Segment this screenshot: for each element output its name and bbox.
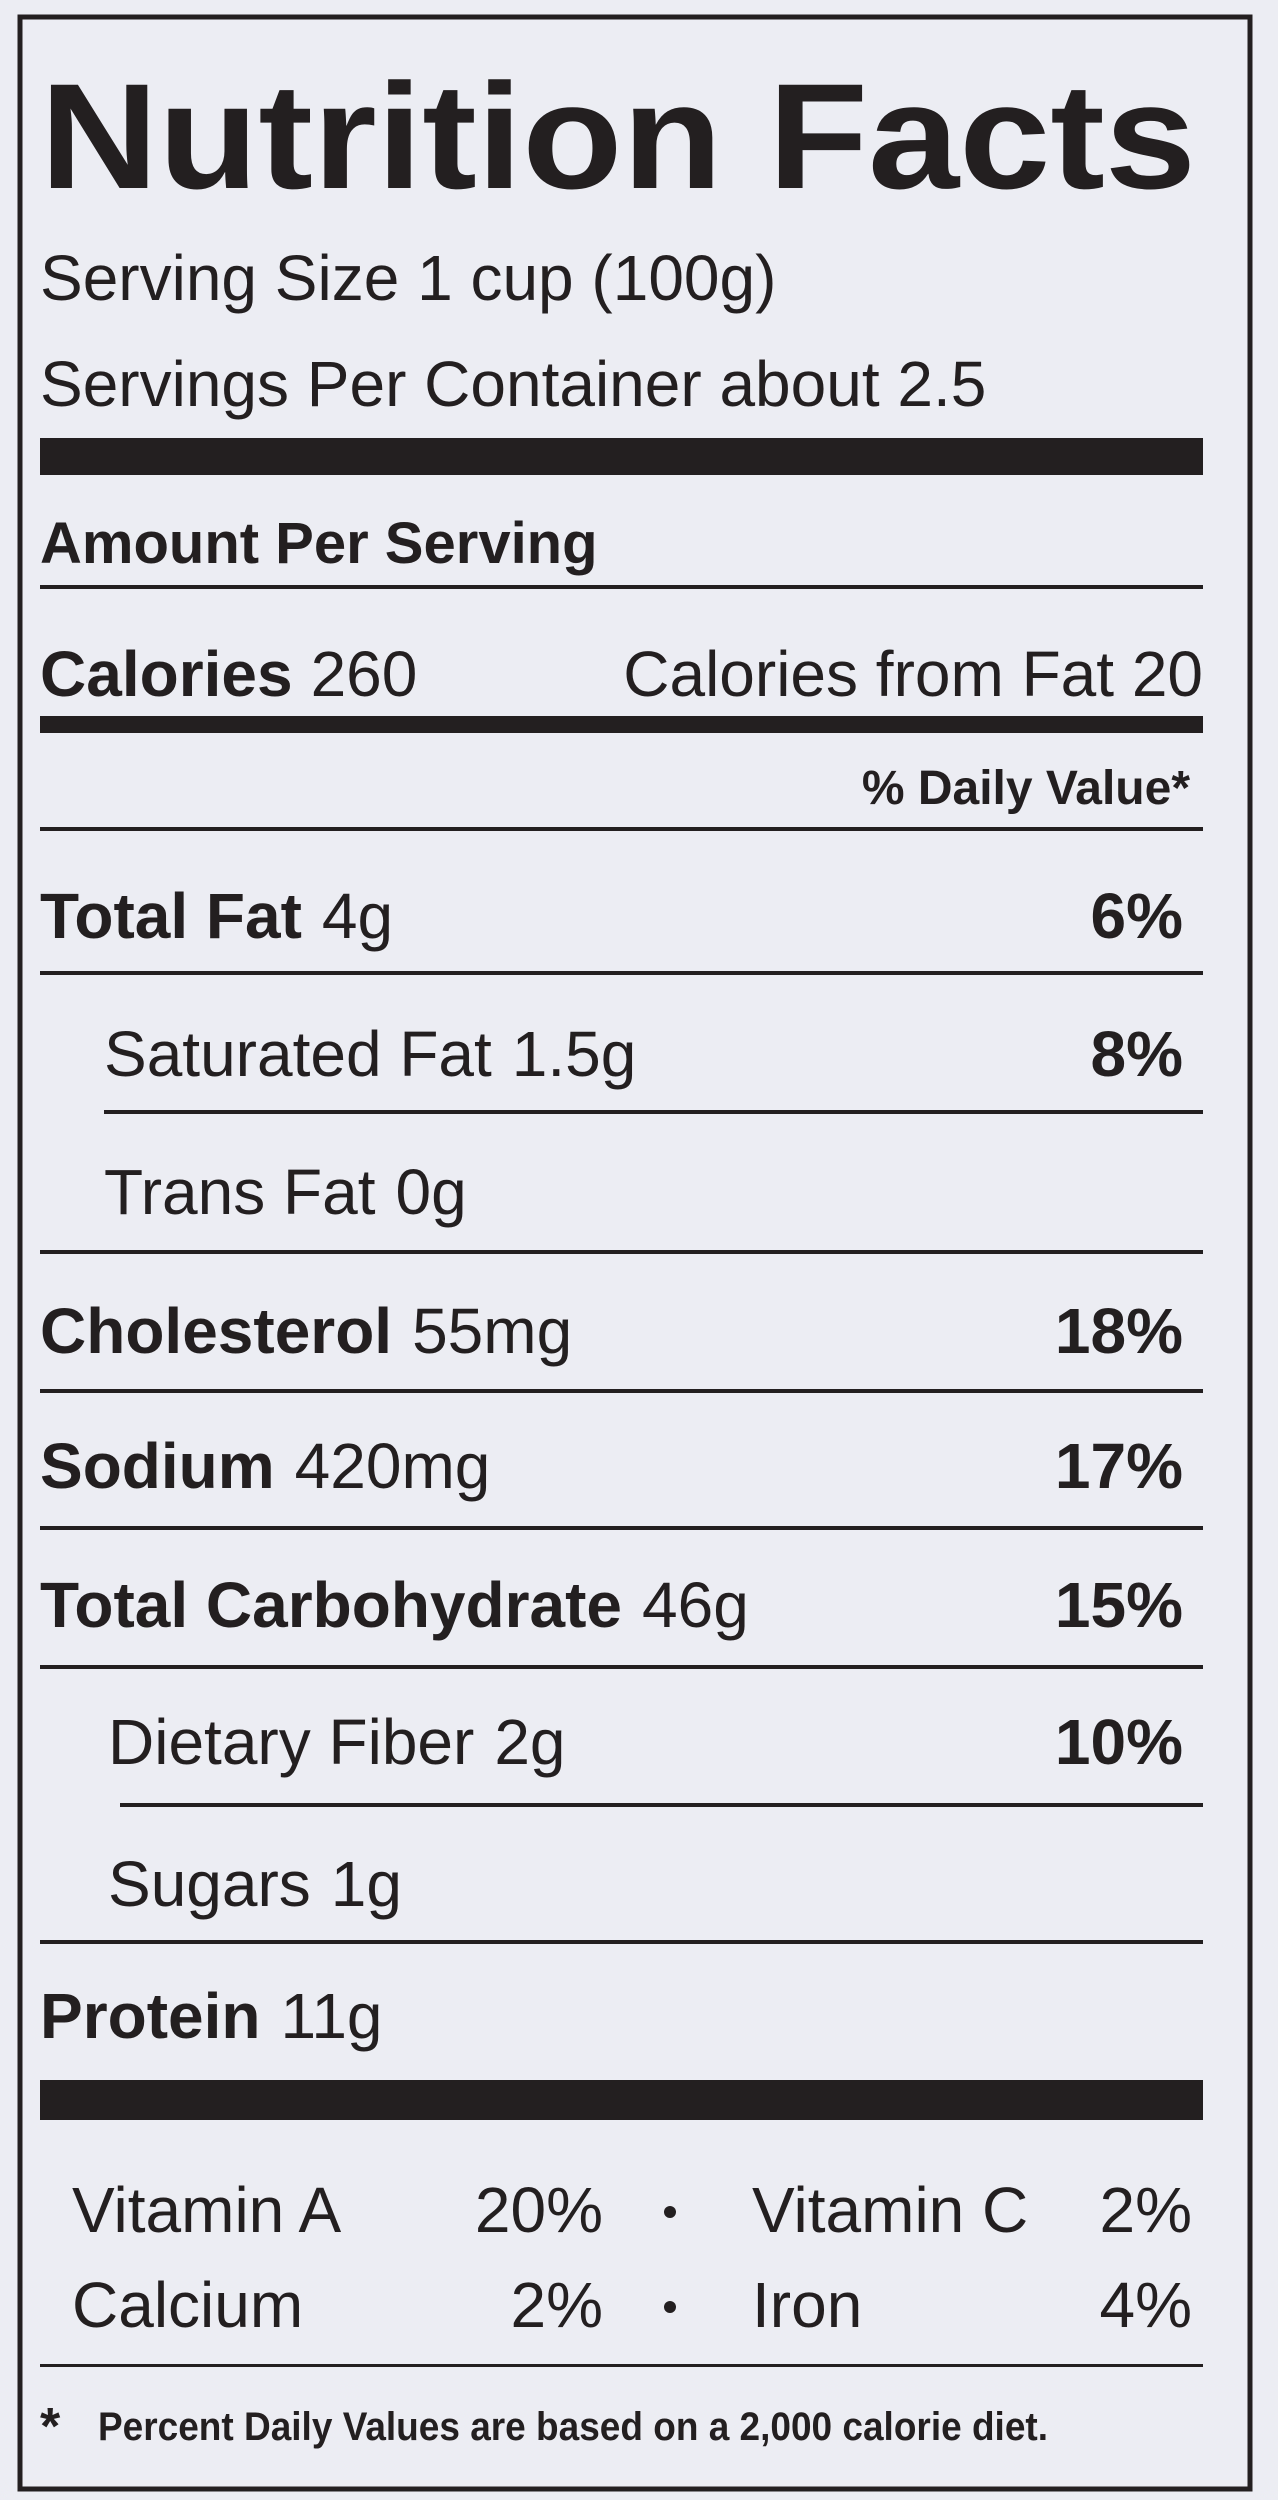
nutrient-name: Total Fat <box>40 880 302 952</box>
daily-value: 6% <box>1091 880 1184 952</box>
nutrient-row: Total Fat 4g <box>40 880 393 952</box>
bullet <box>664 2301 676 2313</box>
vitamin-value: 4% <box>1100 2269 1193 2341</box>
rule <box>40 1940 1203 1944</box>
nutrient-amount: 11g <box>280 1980 382 2052</box>
daily-value: 15% <box>1055 1569 1183 1641</box>
nutrient-row: Total Carbohydrate 46g <box>40 1569 749 1641</box>
calories-value: 260 <box>311 638 418 710</box>
nutrient-row: Sugars 1g <box>108 1848 402 1920</box>
rule <box>40 1389 1203 1393</box>
daily-value: 10% <box>1055 1706 1183 1778</box>
calories-label: Calories <box>40 638 293 710</box>
calories-row: Calories 260 <box>40 638 417 710</box>
vitamin-name: Vitamin C <box>752 2174 1028 2246</box>
thick-rule <box>40 438 1203 475</box>
nutrient-row: Protein 11g <box>40 1980 383 2052</box>
nutrient-name: Sugars <box>108 1848 311 1920</box>
footnote: Percent Daily Values are based on a 2,00… <box>98 2405 1048 2449</box>
rule <box>40 1665 1203 1669</box>
rule <box>40 585 1203 589</box>
nutrient-name: Sodium <box>40 1430 275 1502</box>
daily-value-header: % Daily Value* <box>862 762 1190 815</box>
nutrient-amount: 4g <box>322 880 393 952</box>
thick-rule <box>40 2080 1203 2120</box>
nutrient-name: Dietary Fiber <box>108 1706 474 1778</box>
nutrient-row: Dietary Fiber 2g <box>108 1706 566 1778</box>
rule <box>40 2364 1203 2367</box>
title: Nutrition Facts <box>40 52 1196 220</box>
rule <box>40 1526 1203 1530</box>
nutrient-row: Cholesterol 55mg <box>40 1295 572 1367</box>
vitamin-value: 2% <box>511 2269 604 2341</box>
nutrient-name: Protein <box>40 1980 260 2052</box>
footnote-marker: * <box>40 2398 61 2456</box>
amount-per-serving: Amount Per Serving <box>40 511 598 576</box>
nutrient-row: Trans Fat 0g <box>104 1156 467 1228</box>
nutrient-row: Saturated Fat 1.5g <box>104 1018 636 1090</box>
daily-value: 8% <box>1091 1018 1184 1090</box>
vitamin-value: 20% <box>475 2174 603 2246</box>
servings-per-container: Servings Per Container about 2.5 <box>40 348 986 420</box>
daily-value: 18% <box>1055 1295 1183 1367</box>
rule <box>40 971 1203 975</box>
rule <box>120 1803 1203 1807</box>
nutrient-amount: 1.5g <box>512 1018 637 1090</box>
nutrient-amount: 1g <box>331 1848 402 1920</box>
vitamin-value: 2% <box>1100 2174 1193 2246</box>
label-border <box>17 14 1253 2492</box>
rule <box>104 1110 1203 1114</box>
nutrient-amount: 420mg <box>295 1430 491 1502</box>
vitamin-name: Iron <box>752 2269 862 2341</box>
nutrient-amount: 55mg <box>412 1295 572 1367</box>
nutrient-name: Trans Fat <box>104 1156 376 1228</box>
daily-value: 17% <box>1055 1430 1183 1502</box>
medium-rule <box>40 716 1203 733</box>
rule <box>40 1250 1203 1254</box>
nutrient-amount: 46g <box>642 1569 749 1641</box>
serving-size: Serving Size 1 cup (100g) <box>40 242 776 314</box>
nutrient-row: Sodium 420mg <box>40 1430 490 1502</box>
bullet <box>664 2206 676 2218</box>
nutrient-name: Cholesterol <box>40 1295 392 1367</box>
nutrient-amount: 0g <box>395 1156 466 1228</box>
nutrient-name: Total Carbohydrate <box>40 1569 622 1641</box>
calories-from-fat: Calories from Fat 20 <box>623 638 1203 710</box>
vitamin-name: Calcium <box>72 2269 303 2341</box>
nutrient-amount: 2g <box>494 1706 565 1778</box>
nutrient-name: Saturated Fat <box>104 1018 492 1090</box>
vitamin-name: Vitamin A <box>72 2174 342 2246</box>
rule <box>40 827 1203 831</box>
